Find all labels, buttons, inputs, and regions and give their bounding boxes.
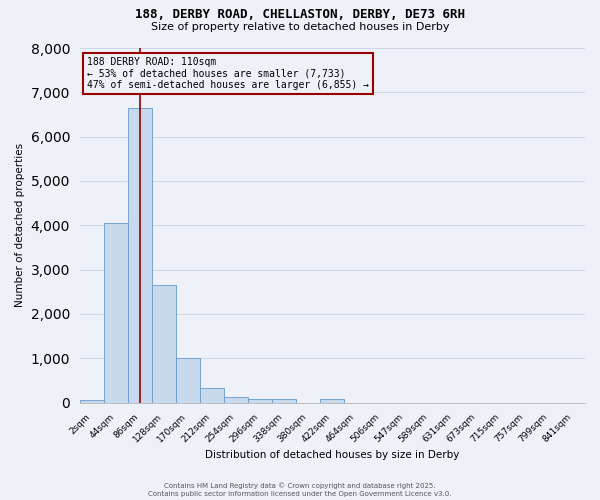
Y-axis label: Number of detached properties: Number of detached properties <box>15 144 25 308</box>
Bar <box>272 399 296 402</box>
Text: Contains HM Land Registry data © Crown copyright and database right 2025.: Contains HM Land Registry data © Crown c… <box>164 482 436 489</box>
Bar <box>104 223 128 402</box>
Text: Size of property relative to detached houses in Derby: Size of property relative to detached ho… <box>151 22 449 32</box>
Bar <box>176 358 200 403</box>
Bar <box>248 399 272 402</box>
Text: 188 DERBY ROAD: 110sqm
← 53% of detached houses are smaller (7,733)
47% of semi-: 188 DERBY ROAD: 110sqm ← 53% of detached… <box>88 57 370 90</box>
Text: Contains public sector information licensed under the Open Government Licence v3: Contains public sector information licen… <box>148 491 452 497</box>
Bar <box>152 285 176 403</box>
X-axis label: Distribution of detached houses by size in Derby: Distribution of detached houses by size … <box>205 450 460 460</box>
Bar <box>80 400 104 402</box>
Bar <box>224 398 248 402</box>
Text: 188, DERBY ROAD, CHELLASTON, DERBY, DE73 6RH: 188, DERBY ROAD, CHELLASTON, DERBY, DE73… <box>135 8 465 20</box>
Bar <box>128 108 152 403</box>
Bar <box>200 388 224 402</box>
Bar <box>320 399 344 402</box>
